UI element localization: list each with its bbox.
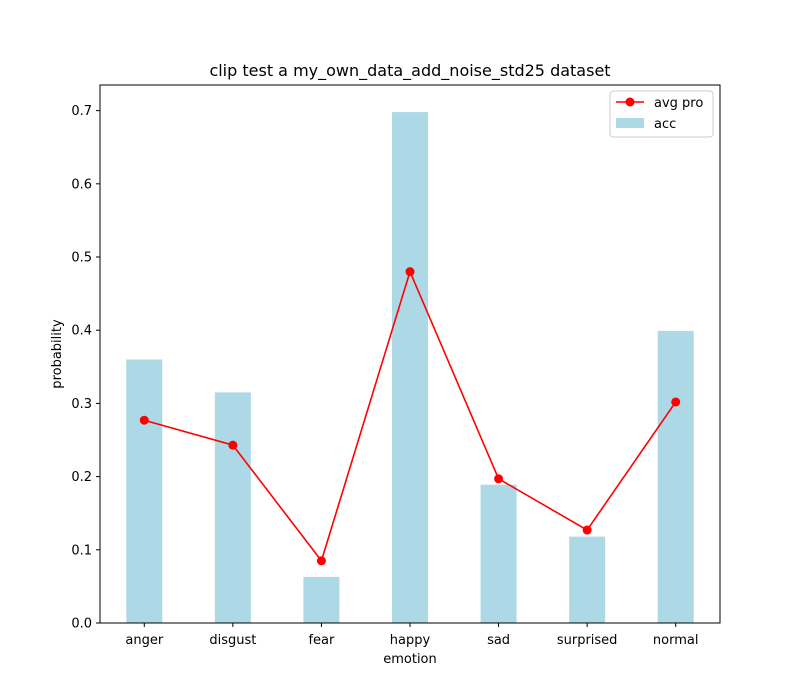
legend-label-avg-pro: avg pro xyxy=(654,96,703,111)
x-tick-label: anger xyxy=(125,633,163,648)
legend: avg pro acc xyxy=(609,90,714,138)
x-tick-label: normal xyxy=(653,633,699,648)
bars-layer xyxy=(126,112,694,623)
avg-pro-point-normal xyxy=(671,397,681,407)
legend-bar-swatch xyxy=(616,118,644,128)
bar-happy xyxy=(392,112,428,623)
y-tick-label: 0.0 xyxy=(71,617,92,632)
bar-fear xyxy=(303,576,340,623)
avg-pro-point-disgust xyxy=(228,440,238,450)
legend-marker-swatch xyxy=(625,97,635,107)
x-tick-label: disgust xyxy=(209,633,256,648)
avg-pro-point-surprised xyxy=(582,525,592,535)
line-layer xyxy=(139,267,681,566)
bar-anger xyxy=(126,359,163,623)
y-tick-label: 0.1 xyxy=(71,543,92,558)
x-tick-label: fear xyxy=(308,633,335,648)
legend-label-acc: acc xyxy=(654,117,676,132)
y-tick-label: 0.7 xyxy=(71,104,92,119)
x-axis-label: emotion xyxy=(383,652,437,667)
avg-pro-point-sad xyxy=(494,474,504,484)
y-tick-label: 0.4 xyxy=(71,324,92,339)
y-axis: 0.0 0.1 0.2 0.3 0.4 0.5 0.6 0.7 xyxy=(71,104,100,632)
avg-pro-point-happy xyxy=(405,267,415,277)
y-axis-label: probability xyxy=(50,319,65,389)
y-tick-label: 0.3 xyxy=(71,397,92,412)
y-tick-label: 0.6 xyxy=(71,177,92,192)
chart-title: clip test a my_own_data_add_noise_std25 … xyxy=(209,61,610,81)
x-tick-label: happy xyxy=(390,633,431,648)
y-tick-label: 0.5 xyxy=(71,251,92,266)
bar-sad xyxy=(480,484,517,623)
avg-pro-point-fear xyxy=(316,556,326,566)
x-tick-label: surprised xyxy=(557,633,618,648)
avg-pro-point-anger xyxy=(139,415,149,425)
bar-surprised xyxy=(569,536,606,623)
x-tick-label: sad xyxy=(487,633,510,648)
bar-disgust xyxy=(214,392,251,623)
bar-normal xyxy=(657,330,694,623)
x-axis: anger disgust fear happy sad surprised normal xyxy=(125,623,698,648)
y-tick-label: 0.2 xyxy=(71,470,92,485)
